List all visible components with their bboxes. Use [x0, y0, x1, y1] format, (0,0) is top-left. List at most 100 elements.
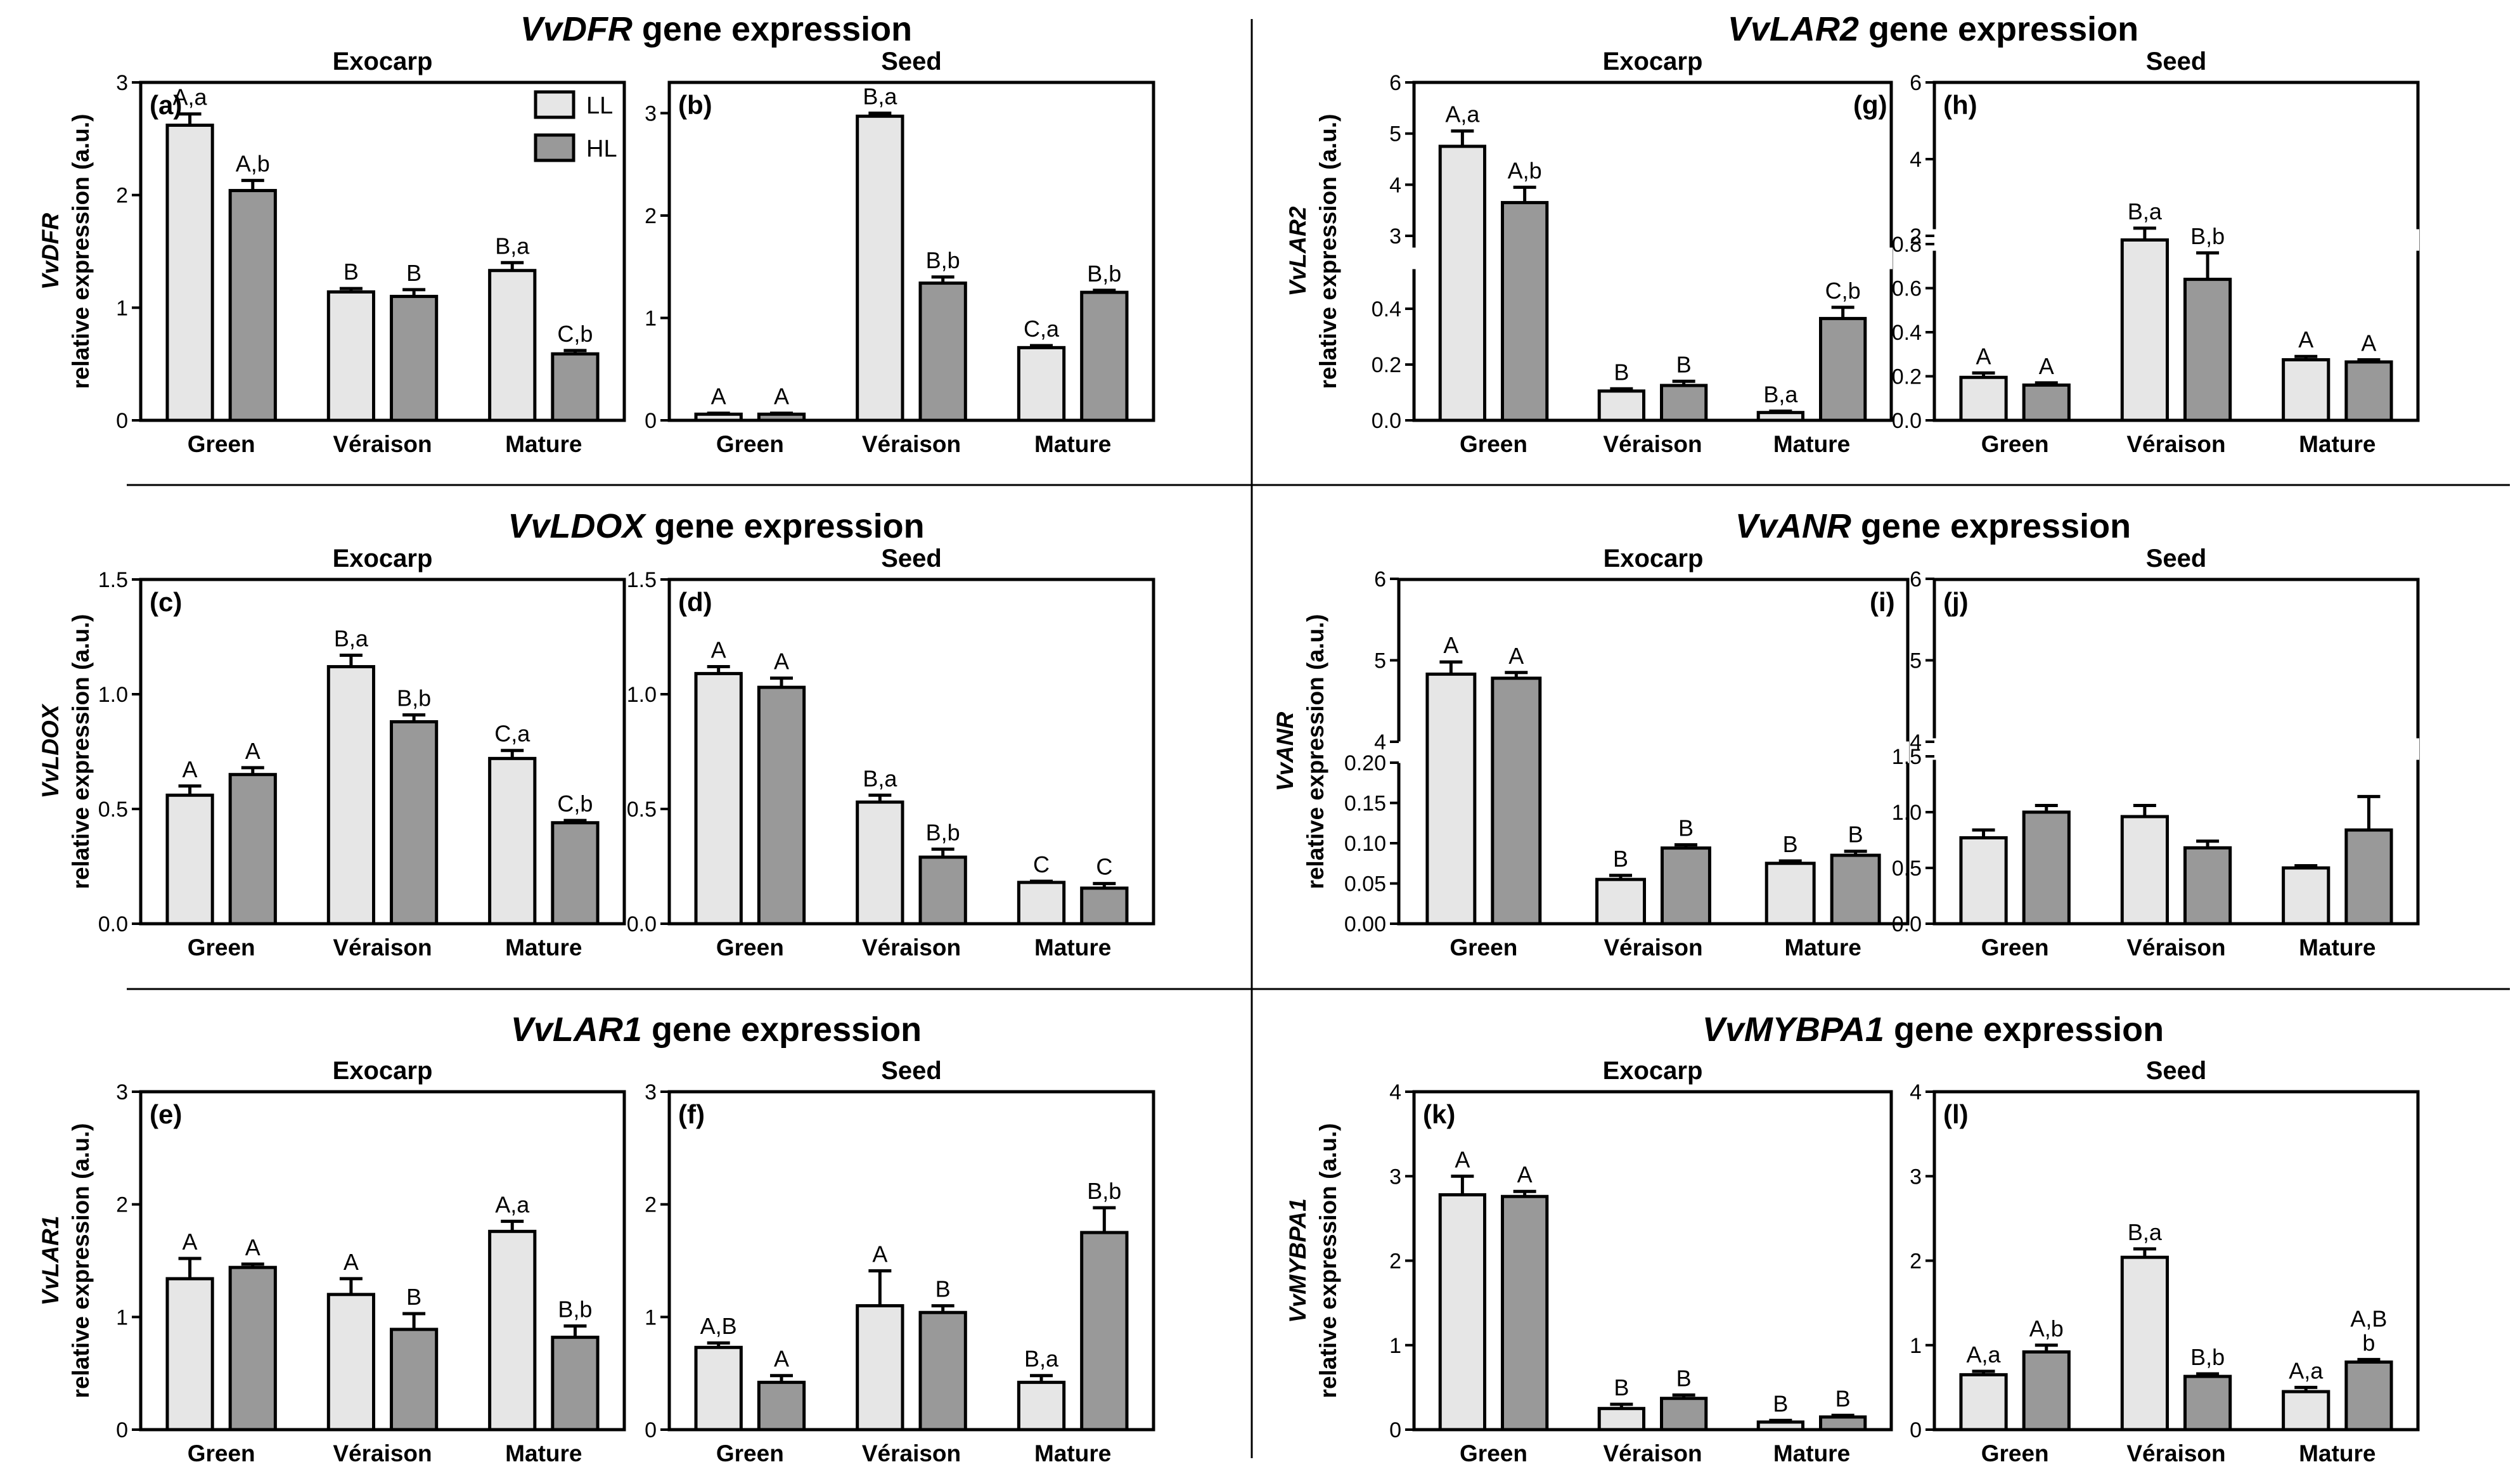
- bar: [1501, 201, 1549, 422]
- y-axis-gene: VvDFR: [37, 213, 63, 290]
- bar: [1080, 886, 1129, 926]
- y-axis-gene: VvLAR2: [1285, 206, 1311, 296]
- bar: [228, 1265, 277, 1432]
- y-tick-label: 0.6: [1892, 277, 1922, 301]
- bar: [2120, 1255, 2169, 1432]
- category-label: Véraison: [862, 935, 961, 960]
- data-label: B: [1614, 1374, 1629, 1400]
- bar: [2282, 1390, 2330, 1432]
- y-tick-label: 6: [1374, 567, 1386, 592]
- legend-swatch: [534, 133, 575, 162]
- y-tick-label: 1: [116, 296, 128, 320]
- bar: [1438, 1193, 1486, 1432]
- data-label: C: [1033, 851, 1050, 877]
- panel-label: (e): [150, 1099, 182, 1129]
- category-label: Green: [1450, 935, 1517, 960]
- y-tick-label: 3: [1389, 1165, 1401, 1189]
- panel-title: Exocarp: [333, 48, 433, 75]
- panel-label: (b): [678, 90, 712, 120]
- y-axis-label: relative expression (a.u.): [68, 1123, 94, 1399]
- data-label: A,B: [2350, 1305, 2387, 1331]
- data-label: A,b: [2029, 1316, 2064, 1342]
- category-label: Véraison: [1603, 1440, 1702, 1466]
- category-label: Véraison: [1604, 935, 1702, 960]
- y-tick-label: 0.0: [1892, 409, 1922, 433]
- bar: [228, 773, 277, 926]
- data-label: A: [183, 756, 198, 782]
- y-tick-label: 3: [645, 101, 657, 126]
- section-suffix: gene expression: [645, 507, 924, 545]
- y-tick-label: 0: [1910, 1418, 1922, 1442]
- data-label: B: [344, 259, 359, 285]
- data-label: B,a: [2128, 198, 2163, 224]
- panel-title: Seed: [881, 545, 942, 572]
- panel-label: (j): [1943, 587, 1969, 617]
- panel-label: (h): [1943, 90, 1977, 120]
- y-tick-label: 1.5: [627, 568, 657, 592]
- y-axis-label: relative expression (a.u.): [68, 114, 94, 389]
- y-tick-label: 4: [1910, 148, 1922, 172]
- y-tick-label: 5: [1389, 122, 1401, 146]
- panel-label: (k): [1423, 1099, 1455, 1129]
- data-label: A: [344, 1249, 359, 1275]
- bar: [856, 1304, 904, 1432]
- panel-title: Exocarp: [333, 1057, 433, 1085]
- section-gene: VvANR: [1735, 507, 1851, 545]
- bar: [1501, 1194, 1549, 1432]
- section-suffix: gene expression: [1859, 10, 2138, 48]
- panel-label: (d): [678, 587, 712, 617]
- bar: [856, 800, 904, 926]
- data-label: C,a: [1024, 316, 1060, 342]
- section-suffix: gene expression: [642, 1011, 922, 1049]
- category-label: Mature: [1773, 1440, 1850, 1466]
- bar: [2022, 810, 2071, 926]
- y-tick-label: 6: [1389, 71, 1401, 95]
- section-gene: VvMYBPA1: [1702, 1011, 1884, 1049]
- bar: [1756, 411, 1804, 422]
- bar: [1017, 346, 1066, 422]
- panel: 0 1 2 3 4 Seed (l) A,a A,b Green B,a B,b Véraison A,a…: [1910, 1057, 2420, 1466]
- bar: [1756, 1420, 1804, 1432]
- data-label: B: [1848, 822, 1863, 848]
- section-title: VvDFR gene expression: [520, 10, 912, 48]
- data-label: A: [245, 738, 260, 764]
- bar: [1660, 384, 1708, 422]
- panel-label: (i): [1870, 587, 1895, 617]
- category-label: Véraison: [862, 1440, 961, 1466]
- panel: 0 1 2 3 Seed (f) A,B A Green A B Véraison B,a B,b Matu…: [645, 1057, 1155, 1466]
- bar: [2183, 1374, 2232, 1432]
- y-tick-label: 1.5: [98, 568, 128, 592]
- y-tick-label: 0.4: [1892, 321, 1922, 345]
- category-label: Green: [1460, 1440, 1527, 1466]
- bar: [1959, 375, 2008, 422]
- data-label: C,a: [494, 721, 530, 747]
- category-label: Mature: [1773, 431, 1850, 457]
- data-label: B: [1835, 1385, 1851, 1411]
- data-label: A: [711, 384, 726, 410]
- bar: [694, 412, 743, 422]
- panel-title: Seed: [881, 48, 942, 75]
- y-tick-label: 2: [645, 204, 657, 228]
- y-tick-label: 0.5: [98, 798, 128, 822]
- data-label: A: [2298, 327, 2313, 352]
- data-label: A,a: [2289, 1357, 2324, 1383]
- y-tick-label: 0.4: [1372, 297, 1401, 321]
- bar: [1597, 1407, 1645, 1432]
- y-tick-label: 3: [116, 1080, 128, 1104]
- data-label: A: [774, 1346, 789, 1372]
- data-label: A: [1455, 1146, 1470, 1172]
- bar: [1017, 881, 1066, 926]
- bar: [551, 821, 600, 926]
- panel-frame: [1932, 81, 2420, 422]
- y-tick-label: 0.0: [1892, 912, 1922, 936]
- y-tick-label: 4: [1910, 1080, 1922, 1104]
- bar: [1438, 145, 1486, 422]
- bar: [1595, 877, 1646, 926]
- data-label: A: [711, 637, 726, 663]
- category-label: Véraison: [2126, 431, 2225, 457]
- section-suffix: gene expression: [1884, 1011, 2164, 1049]
- bar: [1819, 316, 1867, 422]
- bar: [1017, 1380, 1066, 1432]
- y-tick-label: 0: [645, 1418, 657, 1442]
- y-tick-label: 0.00: [1344, 912, 1386, 936]
